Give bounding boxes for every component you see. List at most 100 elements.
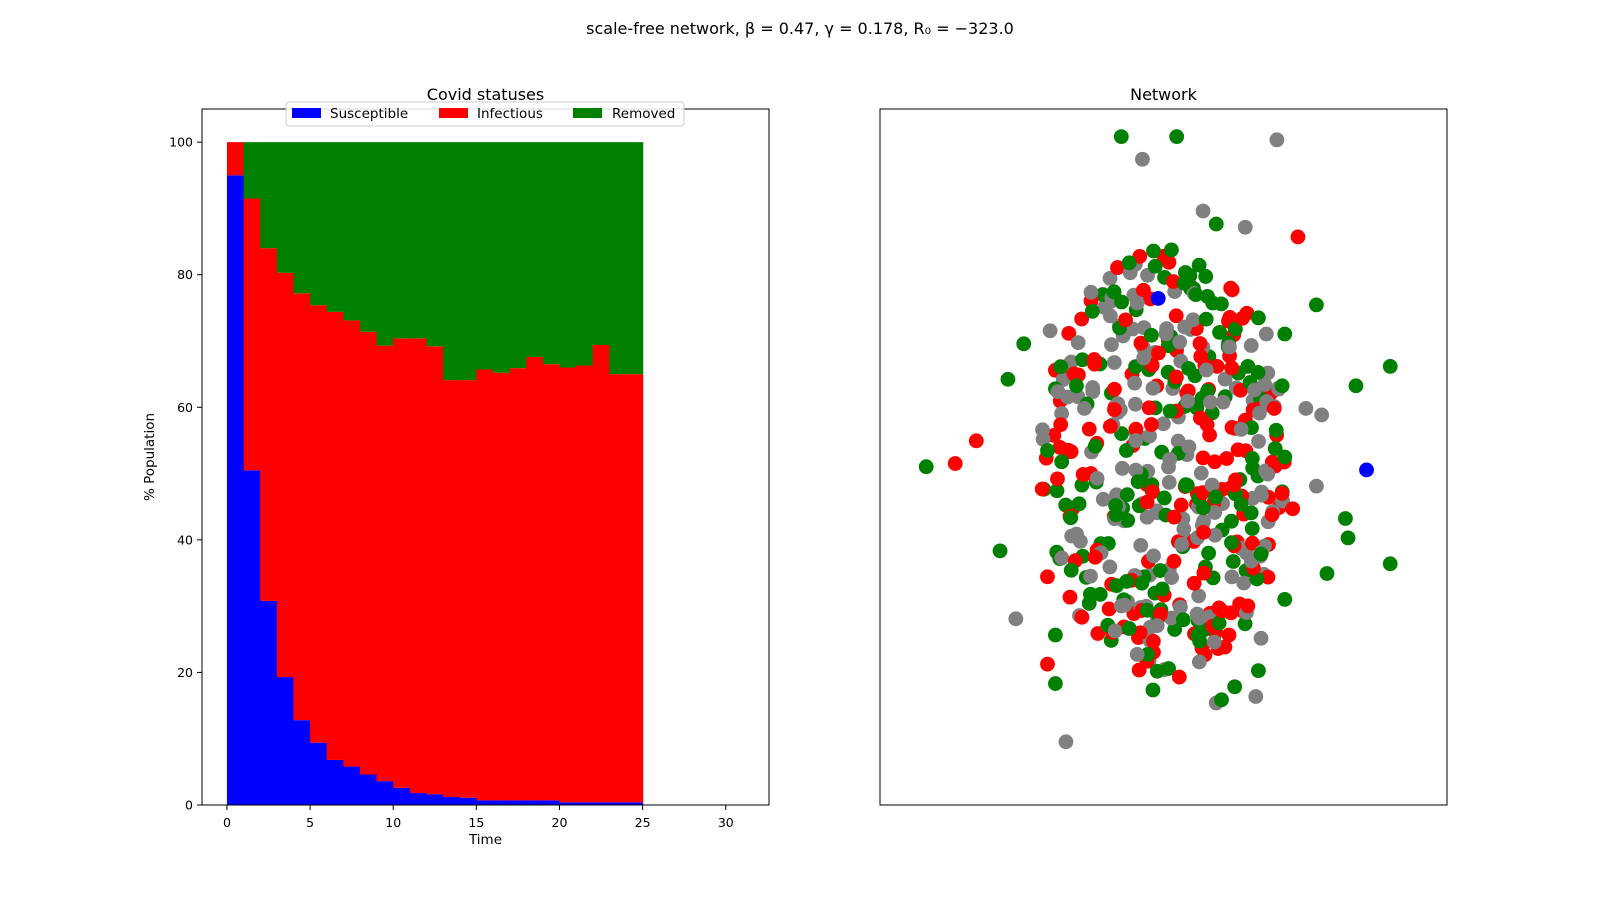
network-node <box>1119 487 1135 503</box>
network-node <box>1062 589 1078 605</box>
network-node <box>1169 369 1184 385</box>
network-node <box>968 433 984 449</box>
network-node <box>1000 371 1016 387</box>
bar-susceptible-t22 <box>592 802 610 805</box>
bar-infectious-t18 <box>526 356 544 801</box>
bar-susceptible-t13 <box>443 797 461 805</box>
network-node <box>1359 462 1374 478</box>
network-node <box>1164 570 1180 585</box>
network-node <box>1208 489 1224 505</box>
bar-susceptible-t4 <box>293 720 311 805</box>
bar-susceptible-t15 <box>476 800 494 805</box>
network-node <box>1165 274 1181 289</box>
network-node <box>947 456 963 471</box>
bar-infectious-t8 <box>359 331 378 775</box>
bar-removed-t6 <box>326 142 344 312</box>
bar-infectious-t10 <box>393 338 411 788</box>
y-tick-label-80: 80 <box>177 267 193 282</box>
network-node <box>1156 490 1172 506</box>
network-node <box>1251 310 1266 326</box>
network-node <box>1063 562 1079 578</box>
bar-removed-t9 <box>376 142 394 346</box>
bar-susceptible-t5 <box>310 742 328 805</box>
network-node <box>1161 475 1177 490</box>
network-node <box>1175 612 1191 628</box>
network-node <box>1214 603 1230 619</box>
bar-susceptible-t24 <box>626 802 644 805</box>
legend-swatch-susceptible <box>292 108 321 118</box>
network-node <box>1102 308 1118 324</box>
network-node <box>1087 356 1102 372</box>
network-node <box>1092 587 1108 602</box>
network-node <box>1285 501 1301 517</box>
network-node <box>1061 325 1077 341</box>
bar-removed-t14 <box>459 142 477 381</box>
network-node <box>1192 336 1208 351</box>
network-node <box>1225 554 1241 569</box>
bar-susceptible-t17 <box>509 800 527 805</box>
bar-removed-t13 <box>443 142 461 381</box>
network-node <box>1128 421 1144 437</box>
network-node <box>1201 545 1217 561</box>
network-node <box>1040 569 1055 585</box>
x-tick-label-25: 25 <box>635 815 651 830</box>
network-node <box>1188 287 1204 302</box>
network-node <box>1382 556 1398 572</box>
network-node <box>1118 443 1134 458</box>
network-node <box>1222 310 1238 325</box>
bar-removed-t15 <box>476 142 494 370</box>
network-node <box>1149 618 1165 634</box>
network-node <box>1128 396 1143 412</box>
network-node <box>1050 471 1065 487</box>
network-node <box>1195 203 1211 219</box>
network-node <box>1348 378 1364 394</box>
y-tick-label-0: 0 <box>185 798 193 813</box>
network-node <box>1054 454 1070 470</box>
bar-infectious-t19 <box>542 364 561 801</box>
network-node <box>1070 335 1086 350</box>
network-node <box>1077 401 1092 416</box>
network-node <box>1145 380 1161 396</box>
network-node <box>1267 441 1283 456</box>
network-node <box>1212 324 1227 340</box>
network-node <box>1200 288 1215 304</box>
network-node <box>1134 575 1150 591</box>
network-node <box>1149 663 1165 679</box>
network-node <box>1214 692 1229 708</box>
network-node <box>1089 471 1105 486</box>
network-node <box>1206 634 1222 650</box>
bar-susceptible-t11 <box>409 793 428 805</box>
network-node <box>1008 611 1024 627</box>
network-node <box>1083 284 1099 300</box>
network-node <box>1087 549 1103 565</box>
network-node <box>1139 602 1155 618</box>
network-node <box>1264 507 1280 523</box>
network-node <box>1314 407 1330 423</box>
network-node <box>1178 477 1194 493</box>
bar-susceptible-t7 <box>343 766 361 805</box>
network-node <box>1064 528 1080 544</box>
bar-infectious-t11 <box>409 338 428 794</box>
network-node <box>1063 444 1079 460</box>
network-node <box>1139 509 1155 525</box>
bar-susceptible-t8 <box>359 774 378 805</box>
network-nodes <box>918 129 1398 750</box>
bar-susceptible-t9 <box>376 781 394 805</box>
bar-removed-t20 <box>559 142 577 368</box>
network-node <box>1131 662 1147 678</box>
bar-susceptible-t2 <box>260 600 278 805</box>
network-node <box>1040 443 1055 458</box>
network-node <box>1340 530 1356 546</box>
network-node <box>1095 491 1111 507</box>
network-node <box>1240 598 1256 614</box>
network-node <box>1251 663 1266 679</box>
network-node <box>1215 394 1231 410</box>
network-node <box>1176 275 1192 291</box>
network-node <box>1114 460 1130 476</box>
bar-removed-t23 <box>609 142 627 375</box>
network-node <box>1224 535 1239 551</box>
network-node <box>1247 382 1263 398</box>
network-node <box>1129 295 1145 311</box>
network-node <box>1172 599 1188 615</box>
network-node <box>1338 511 1353 526</box>
